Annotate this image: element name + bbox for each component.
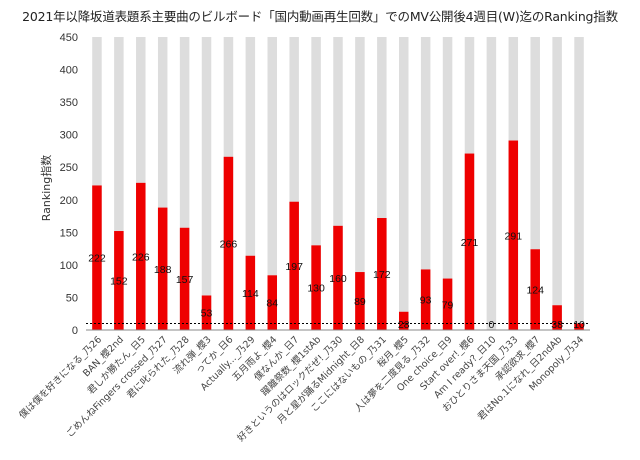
- background-bar: [201, 37, 212, 330]
- y-tick-label: 200: [60, 195, 78, 207]
- background-bar: [245, 37, 256, 330]
- y-tick-label: 350: [60, 97, 78, 109]
- bar: [333, 225, 343, 330]
- data-label: 226: [132, 251, 150, 263]
- bar: [398, 311, 409, 330]
- bar: [311, 245, 321, 330]
- bars: [92, 140, 584, 330]
- y-tick-label: 400: [60, 65, 78, 77]
- y-tick-label: 50: [66, 292, 78, 304]
- y-tick-label: 150: [60, 227, 78, 239]
- data-label: 124: [526, 285, 544, 297]
- bar: [201, 295, 212, 330]
- data-label: 0: [488, 319, 494, 331]
- data-label: 160: [329, 273, 347, 285]
- background-bars: [92, 37, 584, 330]
- background-bar: [157, 37, 168, 330]
- data-label: 291: [505, 230, 523, 242]
- y-axis-title: Ranking指数: [39, 155, 53, 222]
- background-bar: [267, 37, 278, 330]
- bar: [552, 305, 562, 330]
- data-label: 84: [266, 298, 278, 310]
- background-bar: [486, 37, 497, 330]
- background-bar: [398, 37, 409, 330]
- data-label: 28: [398, 319, 410, 331]
- y-tick-label: 300: [60, 130, 78, 142]
- bar: [179, 227, 190, 330]
- bar: [530, 249, 540, 330]
- chart-title: 2021年以降坂道表題系主要曲のビルボード「国内動画再生回数」でのMV公開後4週…: [22, 9, 618, 24]
- bar: [267, 275, 278, 330]
- background-bar: [420, 37, 431, 330]
- data-label: 222: [88, 253, 106, 265]
- bar: [442, 278, 453, 330]
- data-label: 271: [461, 237, 479, 249]
- background-bar: [179, 37, 190, 330]
- background-bar: [311, 37, 321, 330]
- bar: [157, 207, 168, 330]
- category-labels: 僕は僕を好きになる_乃26BAN_櫻2nd君しか勝たん_日5ごめんねFinger…: [17, 334, 587, 444]
- bar: [508, 140, 519, 330]
- bar: [114, 231, 124, 330]
- data-label: 93: [420, 295, 432, 307]
- bar: [377, 218, 387, 330]
- data-label: 197: [285, 261, 303, 273]
- data-label: 130: [307, 283, 325, 295]
- y-tick-label: 100: [60, 260, 78, 272]
- data-label: 114: [242, 288, 259, 300]
- data-label: 38: [551, 319, 563, 331]
- bar: [574, 323, 584, 330]
- bar: [355, 272, 365, 330]
- background-bar: [333, 37, 343, 330]
- bar: [223, 156, 234, 330]
- data-label: 157: [176, 274, 194, 286]
- data-label: 79: [442, 299, 454, 311]
- data-label: 188: [154, 264, 172, 276]
- data-label: 266: [220, 238, 238, 250]
- background-bar: [377, 37, 387, 330]
- data-label: 89: [354, 296, 366, 308]
- bar: [136, 182, 146, 330]
- bar: [289, 201, 299, 330]
- background-bar: [289, 37, 299, 330]
- bar: [92, 185, 102, 330]
- data-label: 53: [201, 308, 213, 320]
- data-label: 10: [573, 319, 585, 331]
- data-labels: 222 152 226 188 157 53 266 114 84 197 130 160 89 172 2…: [88, 230, 585, 331]
- bar: [245, 255, 256, 330]
- background-bar: [114, 37, 124, 330]
- y-tick-label: 250: [60, 162, 78, 174]
- background-bar: [92, 37, 102, 330]
- bar: [464, 153, 475, 330]
- bar: [420, 269, 431, 330]
- y-tick-label: 450: [60, 32, 78, 44]
- background-bar: [355, 37, 365, 330]
- data-label: 172: [373, 269, 391, 281]
- data-label: 152: [110, 276, 128, 288]
- y-axis: 0 50 100 150 200 250 300 350 400 450: [60, 32, 78, 337]
- background-bar: [530, 37, 540, 330]
- background-bar: [442, 37, 453, 330]
- background-bar: [552, 37, 562, 330]
- y-tick-label: 0: [72, 325, 78, 337]
- background-bar: [574, 37, 584, 330]
